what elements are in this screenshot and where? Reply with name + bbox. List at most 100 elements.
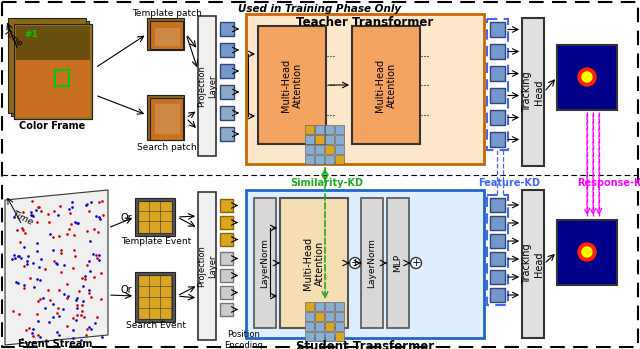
Bar	[11, 21, 89, 116]
Text: Position
Encoding: Position Encoding	[225, 330, 264, 349]
Text: +: +	[350, 258, 360, 268]
Bar	[315, 332, 324, 341]
Text: Projection
Layer: Projection Layer	[197, 65, 217, 107]
Text: Similarity-KD: Similarity-KD	[291, 178, 364, 188]
Bar	[147, 18, 184, 50]
Bar	[487, 195, 508, 305]
Text: Time: Time	[1, 28, 24, 49]
Bar	[220, 43, 234, 57]
Bar	[220, 252, 233, 265]
Bar	[490, 234, 505, 248]
Bar	[258, 26, 326, 144]
Text: Multi-Head
Attention: Multi-Head Attention	[303, 236, 325, 290]
Bar	[315, 302, 324, 311]
Text: +: +	[412, 258, 420, 268]
Bar	[16, 26, 90, 117]
Bar	[557, 45, 617, 110]
Bar	[490, 270, 505, 284]
Polygon shape	[5, 190, 108, 345]
Bar	[490, 110, 505, 125]
Bar	[490, 88, 505, 103]
Bar	[315, 135, 324, 144]
Text: Used in Training Phase Only: Used in Training Phase Only	[239, 4, 401, 14]
Bar	[135, 272, 175, 322]
Text: Or: Or	[120, 213, 132, 223]
Text: Search Event: Search Event	[126, 320, 186, 329]
Bar	[220, 106, 234, 120]
Bar	[325, 332, 334, 341]
Bar	[220, 199, 233, 212]
Text: #1: #1	[24, 30, 38, 39]
Bar	[490, 132, 505, 147]
Circle shape	[410, 258, 422, 268]
Bar	[8, 18, 86, 113]
Bar	[220, 85, 234, 99]
Text: Time: Time	[11, 210, 35, 228]
Bar	[387, 198, 409, 328]
Bar	[315, 312, 324, 321]
Bar	[325, 155, 334, 164]
Bar	[147, 95, 184, 140]
Bar	[305, 125, 314, 134]
Bar	[487, 19, 508, 150]
Bar	[198, 16, 216, 156]
Bar	[305, 155, 314, 164]
Circle shape	[582, 247, 592, 257]
Bar	[361, 198, 383, 328]
Bar	[155, 104, 180, 134]
Text: Multi-Head
Attention: Multi-Head Attention	[375, 58, 397, 112]
Bar	[335, 135, 344, 144]
Bar	[138, 275, 172, 319]
Bar	[557, 220, 617, 285]
Text: Search patch: Search patch	[137, 143, 197, 153]
Text: Projection
Layer: Projection Layer	[197, 245, 217, 287]
Text: MLP: MLP	[394, 254, 403, 272]
Bar	[280, 198, 348, 328]
Bar	[220, 64, 234, 78]
Bar	[305, 302, 314, 311]
Bar	[490, 66, 505, 81]
Bar	[14, 24, 92, 119]
Circle shape	[582, 72, 592, 82]
Bar	[325, 135, 334, 144]
Bar	[246, 190, 484, 338]
Bar	[325, 125, 334, 134]
Bar	[220, 286, 233, 299]
Bar	[198, 192, 216, 340]
Bar	[138, 201, 172, 233]
Bar	[305, 332, 314, 341]
Text: Response-KD: Response-KD	[577, 178, 640, 188]
Text: Multi-Head
Attention: Multi-Head Attention	[281, 58, 303, 112]
Bar	[305, 312, 314, 321]
Bar	[150, 98, 183, 140]
Bar	[335, 332, 344, 341]
Bar	[14, 24, 92, 119]
Bar	[490, 198, 505, 212]
Bar	[254, 198, 276, 328]
Text: Teacher Transformer: Teacher Transformer	[296, 16, 434, 30]
Bar	[305, 135, 314, 144]
Bar	[315, 145, 324, 154]
Circle shape	[578, 68, 596, 86]
Bar	[522, 18, 544, 166]
Bar	[220, 269, 233, 282]
Text: Feature-KD: Feature-KD	[478, 178, 540, 188]
Bar	[352, 26, 420, 144]
Bar	[335, 145, 344, 154]
Bar	[335, 155, 344, 164]
Bar	[305, 145, 314, 154]
Text: LayerNorm: LayerNorm	[367, 238, 376, 288]
Text: LayerNorm: LayerNorm	[260, 238, 269, 288]
Bar	[315, 125, 324, 134]
Bar	[150, 21, 183, 49]
Circle shape	[349, 258, 360, 268]
Bar	[490, 288, 505, 302]
Bar	[335, 312, 344, 321]
Bar	[16, 60, 90, 117]
Bar	[325, 302, 334, 311]
Bar	[220, 303, 233, 316]
Text: Tracking
Head: Tracking Head	[522, 72, 544, 112]
Bar	[490, 252, 505, 266]
Bar	[522, 190, 544, 338]
Bar	[305, 322, 314, 331]
